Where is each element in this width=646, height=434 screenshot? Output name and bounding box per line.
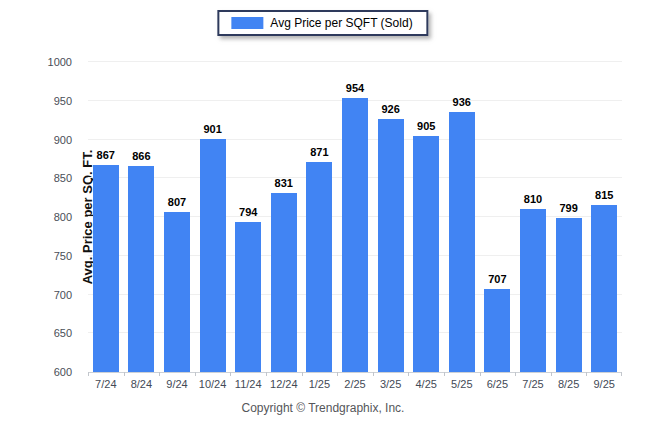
bar: [520, 209, 546, 372]
copyright-text: Copyright © Trendgraphix, Inc.: [0, 401, 646, 415]
bar-value-label: 799: [559, 202, 577, 214]
x-tick-label: 8/25: [558, 378, 579, 390]
y-tick-label: 1000: [32, 56, 72, 68]
x-tick-label: 3/25: [380, 378, 401, 390]
x-tick-label: 9/25: [593, 378, 614, 390]
bar: [200, 139, 226, 372]
bar: [413, 136, 439, 372]
x-tick-mark: [408, 372, 409, 376]
y-tick-label: 650: [32, 327, 72, 339]
y-tick-label: 900: [32, 134, 72, 146]
chart-canvas: Avg Price per SQFT (Sold) Avg. Price per…: [0, 0, 646, 434]
bar-value-label: 810: [524, 193, 542, 205]
x-tick-mark: [266, 372, 267, 376]
x-tick-mark: [515, 372, 516, 376]
x-tick-label: 7/25: [522, 378, 543, 390]
bar: [378, 119, 404, 372]
x-tick-mark: [195, 372, 196, 376]
y-tick-label: 750: [32, 250, 72, 262]
y-tick-label: 800: [32, 211, 72, 223]
bar-value-label: 954: [346, 82, 364, 94]
bar: [164, 212, 190, 372]
x-tick-mark: [302, 372, 303, 376]
bar-value-label: 926: [381, 103, 399, 115]
x-tick-mark: [159, 372, 160, 376]
x-tick-mark: [551, 372, 552, 376]
x-tick-mark: [480, 372, 481, 376]
x-tick-label: 2/25: [344, 378, 365, 390]
bar: [484, 289, 510, 372]
legend-swatch-icon: [231, 17, 263, 29]
x-tick-label: 6/25: [487, 378, 508, 390]
bar-value-label: 831: [275, 177, 293, 189]
bar: [93, 165, 119, 372]
x-tick-mark: [230, 372, 231, 376]
y-tick-label: 700: [32, 289, 72, 301]
bar-value-label: 901: [203, 123, 221, 135]
bar: [271, 193, 297, 372]
x-tick-mark: [337, 372, 338, 376]
bar: [235, 222, 261, 372]
x-tick-label: 7/24: [95, 378, 116, 390]
bar: [342, 98, 368, 372]
bar-value-label: 707: [488, 273, 506, 285]
bar: [306, 162, 332, 372]
x-axis-line: [88, 372, 622, 373]
bar: [556, 218, 582, 372]
y-tick-label: 600: [32, 366, 72, 378]
bar-value-label: 867: [97, 149, 115, 161]
x-tick-mark: [444, 372, 445, 376]
y-tick-label: 950: [32, 95, 72, 107]
bar-value-label: 807: [168, 196, 186, 208]
bar-value-label: 815: [595, 189, 613, 201]
bar: [591, 205, 617, 372]
x-tick-mark: [621, 372, 622, 376]
legend: Avg Price per SQFT (Sold): [217, 10, 428, 36]
x-tick-label: 1/25: [309, 378, 330, 390]
gridline: [88, 61, 622, 62]
bar-value-label: 794: [239, 206, 257, 218]
x-tick-label: 5/25: [451, 378, 472, 390]
x-tick-mark: [124, 372, 125, 376]
x-tick-label: 11/24: [235, 378, 262, 390]
x-tick-mark: [586, 372, 587, 376]
x-tick-label: 8/24: [131, 378, 152, 390]
x-tick-mark: [88, 372, 89, 376]
x-tick-label: 12/24: [270, 378, 298, 390]
y-tick-label: 850: [32, 172, 72, 184]
bar: [128, 166, 154, 372]
x-tick-label: 9/24: [166, 378, 187, 390]
x-tick-mark: [373, 372, 374, 376]
legend-label: Avg Price per SQFT (Sold): [270, 16, 412, 30]
plot-area: Avg. Price per SQ. FT. 60065070075080085…: [88, 62, 622, 372]
bar-value-label: 905: [417, 120, 435, 132]
bar-value-label: 936: [453, 96, 471, 108]
bar-value-label: 866: [132, 150, 150, 162]
x-tick-label: 4/25: [415, 378, 436, 390]
x-tick-label: 10/24: [199, 378, 227, 390]
bar-value-label: 871: [310, 146, 328, 158]
bar: [449, 112, 475, 372]
